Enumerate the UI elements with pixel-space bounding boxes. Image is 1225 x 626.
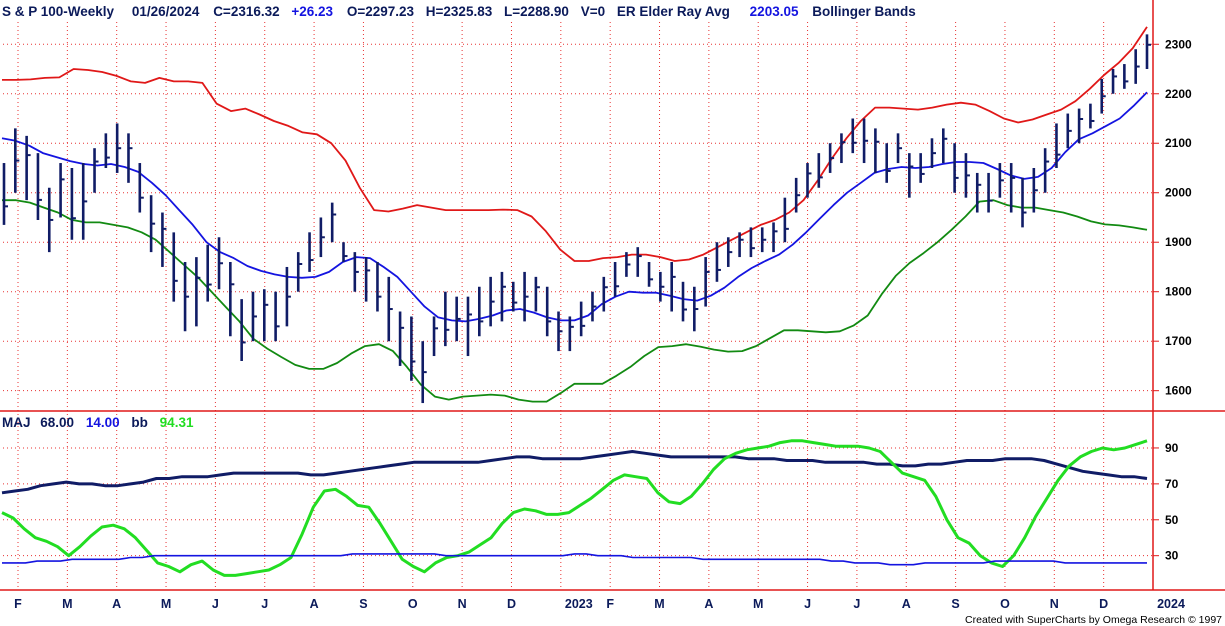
x-tick-label: 2024 xyxy=(1157,597,1185,611)
x-tick-label: N xyxy=(458,597,467,611)
x-tick-label: O xyxy=(408,597,418,611)
blue_line-line xyxy=(2,553,1147,566)
x-tick-label: D xyxy=(1099,597,1108,611)
symbol-label: S & P 100-Weekly xyxy=(2,4,115,19)
maj-value-2: 14.00 xyxy=(86,415,120,430)
change-label: +26.23 xyxy=(291,4,333,19)
maj-label: MAJ xyxy=(2,415,31,430)
x-axis-labels: F M A M J J A S O N D 2023 F M A M J J A S O N D 2024 xyxy=(14,597,1185,611)
y-tick-label: 50 xyxy=(1165,513,1179,527)
x-tick-label: S xyxy=(951,597,959,611)
x-tick-label: D xyxy=(507,597,516,611)
close-label: C=2316.32 xyxy=(213,4,279,19)
credit-text: Created with SuperCharts by Omega Resear… xyxy=(965,614,1222,626)
x-tick-label: A xyxy=(704,597,713,611)
bb-value: 94.31 xyxy=(160,415,194,430)
maj-line xyxy=(1,450,1148,495)
low-label: L=2288.90 xyxy=(504,4,569,19)
y-tick-label: 2300 xyxy=(1165,37,1192,51)
indicator-value: 2203.05 xyxy=(750,4,799,19)
y-tick-label: 2200 xyxy=(1165,87,1192,101)
y-tick-label: 1800 xyxy=(1165,285,1192,299)
chart-series xyxy=(1,26,1151,577)
volume-label: V=0 xyxy=(581,4,605,19)
y-tick-label: 1600 xyxy=(1165,384,1192,398)
mid_band-line xyxy=(1,91,1148,323)
lower_band-line xyxy=(2,199,1148,403)
date-label: 01/26/2024 xyxy=(132,4,200,19)
x-tick-label: J xyxy=(212,597,219,611)
x-tick-label: A xyxy=(112,597,121,611)
y-tick-label: 1900 xyxy=(1165,235,1192,249)
x-tick-label: N xyxy=(1050,597,1059,611)
y-tick-label: 70 xyxy=(1165,477,1179,491)
x-tick-label: J xyxy=(804,597,811,611)
maj-value-1: 68.00 xyxy=(40,415,74,430)
y-tick-label: 2100 xyxy=(1165,136,1192,150)
x-tick-label: M xyxy=(753,597,763,611)
y-tick-label: 30 xyxy=(1165,549,1179,563)
y-tick-label: 2000 xyxy=(1165,186,1192,200)
price-axis: 1600 1700 1800 1900 2000 2100 2200 2300 xyxy=(0,0,1225,591)
open-label: O=2297.23 xyxy=(347,4,415,19)
y-tick-label: 90 xyxy=(1165,441,1179,455)
bb-label: bb xyxy=(131,415,148,430)
x-tick-label: F xyxy=(14,597,22,611)
x-tick-label: A xyxy=(310,597,319,611)
x-tick-label: A xyxy=(902,597,911,611)
x-tick-label: 2023 xyxy=(565,597,593,611)
x-tick-label: O xyxy=(1000,597,1010,611)
indicator-axis: 30 50 70 90 xyxy=(1153,441,1179,563)
lower-header: MAJ 68.00 14.00 bb 94.31 xyxy=(2,415,194,430)
x-tick-label: J xyxy=(853,597,860,611)
indicator-label: ER Elder Ray Avg xyxy=(617,4,730,19)
chart-header: S & P 100-Weekly 01/26/2024 C=2316.32 +2… xyxy=(2,4,916,19)
x-tick-label: S xyxy=(359,597,367,611)
x-tick-label: J xyxy=(261,597,268,611)
x-tick-label: M xyxy=(654,597,664,611)
x-tick-label: F xyxy=(606,597,614,611)
high-label: H=2325.83 xyxy=(426,4,493,19)
x-tick-label: M xyxy=(161,597,171,611)
x-tick-label: M xyxy=(62,597,72,611)
upper_band-line xyxy=(2,26,1148,262)
bb-line xyxy=(1,439,1148,577)
bands-label: Bollinger Bands xyxy=(812,4,916,19)
y-tick-label: 1700 xyxy=(1165,334,1192,348)
